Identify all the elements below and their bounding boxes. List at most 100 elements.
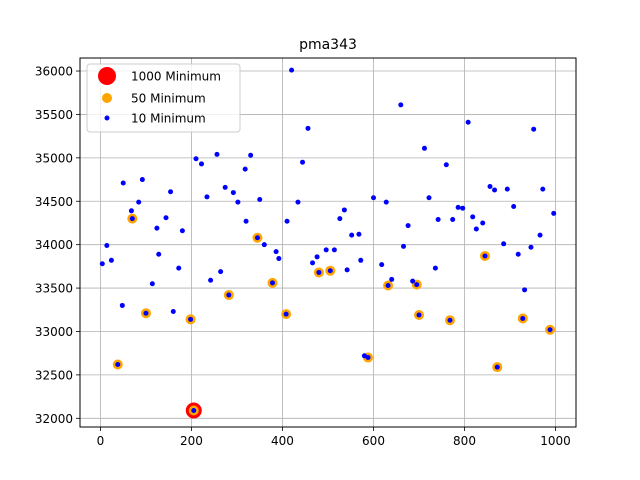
x-tick-label: 800 [453, 434, 476, 448]
point-10-minimum [283, 311, 289, 317]
point-10-minimum [349, 232, 355, 238]
point-10-minimum [455, 204, 461, 210]
legend-label-1000-minimum: 1000 Minimum [131, 70, 221, 84]
y-tick-label: 32500 [35, 368, 73, 382]
point-10-minimum [520, 315, 526, 321]
point-10-minimum [170, 309, 176, 315]
x-tick-label: 600 [362, 434, 385, 448]
point-10-minimum [473, 226, 479, 232]
point-10-minimum [482, 253, 488, 259]
x-tick-label: 0 [97, 434, 105, 448]
point-10-minimum [104, 243, 110, 249]
legend-label-10-minimum: 10 Minimum [131, 112, 206, 126]
legend-box [86, 63, 241, 133]
legend-marker-10-minimum [104, 115, 110, 121]
point-10-minimum [284, 218, 290, 224]
y-tick-label: 33500 [35, 282, 73, 296]
point-10-minimum [443, 162, 449, 168]
point-10-minimum [365, 355, 371, 361]
x-tick-label: 200 [180, 434, 203, 448]
x-tick-label: 400 [271, 434, 294, 448]
point-10-minimum [243, 218, 249, 224]
point-10-minimum [450, 216, 456, 222]
point-10-minimum [358, 257, 364, 263]
point-10-minimum [421, 145, 427, 151]
point-10-minimum [551, 210, 557, 216]
point-10-minimum [314, 254, 320, 260]
point-10-minimum [179, 228, 185, 234]
point-10-minimum [492, 187, 498, 193]
point-10-minimum [154, 225, 160, 231]
point-10-minimum [356, 231, 362, 237]
point-10-minimum [405, 223, 411, 229]
point-10-minimum [276, 256, 282, 262]
point-10-minimum [501, 241, 507, 247]
point-10-minimum [341, 207, 347, 213]
point-10-minimum [198, 161, 204, 167]
point-10-minimum [129, 216, 135, 222]
point-10-minimum [426, 195, 432, 201]
point-10-minimum [515, 251, 521, 257]
point-10-minimum [222, 184, 228, 190]
point-10-minimum [176, 265, 182, 271]
y-tick-label: 34000 [35, 238, 73, 252]
y-tick-label: 35500 [35, 108, 73, 122]
point-10-minimum [435, 216, 441, 222]
point-10-minimum [248, 152, 254, 158]
point-10-minimum [149, 281, 155, 287]
point-10-minimum [214, 151, 220, 157]
point-10-minimum [344, 267, 350, 273]
point-10-minimum [226, 292, 232, 298]
point-10-minimum [269, 280, 275, 286]
data-points [99, 67, 557, 419]
point-10-minimum [120, 180, 126, 186]
legend: 1000 Minimum 50 Minimum 10 Minimum [86, 63, 241, 133]
y-tick-label: 33000 [35, 325, 73, 339]
point-10-minimum [316, 269, 322, 275]
point-10-minimum [163, 215, 169, 221]
point-10-minimum [331, 247, 337, 253]
grid [80, 58, 576, 427]
point-10-minimum [257, 197, 263, 203]
point-10-minimum [305, 125, 311, 131]
point-10-minimum [487, 183, 493, 189]
point-10-minimum [379, 262, 385, 268]
point-10-minimum [128, 208, 134, 214]
plot-area-frame [79, 57, 577, 428]
point-10-minimum [295, 199, 301, 205]
point-10-minimum [156, 251, 162, 257]
point-10-minimum [480, 220, 486, 226]
point-10-minimum [465, 119, 471, 125]
point-10-minimum [273, 249, 279, 255]
point-10-minimum [191, 408, 197, 414]
point-10-minimum [528, 244, 534, 250]
point-10-minimum [537, 232, 543, 238]
point-10-minimum [504, 186, 510, 192]
point-10-minimum [235, 199, 241, 205]
y-tick-label: 36000 [35, 65, 73, 79]
y-tick-label: 35000 [35, 151, 73, 165]
point-10-minimum [401, 243, 407, 249]
point-10-minimum [99, 261, 105, 267]
point-10-minimum [398, 102, 404, 108]
point-10-minimum [447, 317, 453, 323]
point-10-minimum [139, 177, 145, 183]
point-10-minimum [143, 310, 149, 316]
point-10-minimum [414, 282, 420, 288]
point-10-minimum [254, 235, 260, 241]
point-10-minimum [218, 269, 224, 275]
point-10-minimum [385, 282, 391, 288]
point-10-minimum [511, 203, 517, 209]
chart-title: pma343 [299, 37, 357, 53]
point-10-minimum [432, 265, 438, 271]
point-10-minimum [188, 316, 194, 322]
point-10-minimum [289, 67, 295, 73]
legend-label-50-minimum: 50 Minimum [131, 92, 206, 106]
point-10-minimum [531, 126, 537, 132]
x-tick-label: 1000 [540, 434, 571, 448]
point-10-minimum [410, 278, 416, 284]
point-10-minimum [470, 214, 476, 220]
point-10-minimum [168, 189, 174, 195]
point-10-minimum [494, 364, 500, 370]
